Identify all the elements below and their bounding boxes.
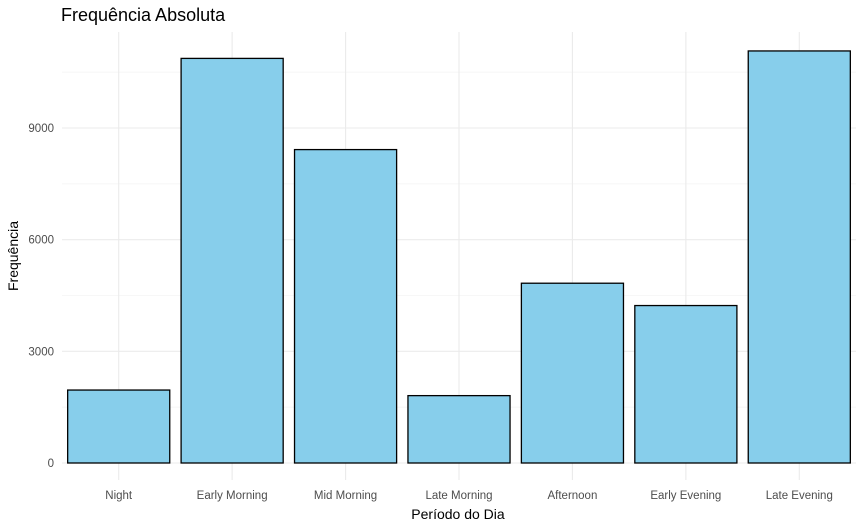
- x-tick-label: Late Evening: [766, 490, 833, 502]
- bar-early-morning: [180, 57, 284, 464]
- x-tick-label: Early Evening: [650, 490, 721, 502]
- x-axis-ticks: Night Early Morning Mid Morning Late Mornin…: [105, 490, 833, 502]
- x-tick-label: Early Morning: [197, 490, 268, 502]
- bar-mid-morning: [293, 148, 398, 464]
- x-tick-label: Afternoon: [547, 490, 597, 502]
- y-axis-ticks: 0 3000 6000 9000: [28, 123, 54, 470]
- bar-early-evening: [634, 304, 738, 464]
- y-tick-label: 9000: [28, 123, 54, 135]
- chart-title: Frequência Absoluta: [61, 5, 226, 25]
- x-tick-label: Late Morning: [425, 490, 492, 502]
- bar-late-morning: [407, 394, 511, 464]
- x-tick-label: Night: [105, 490, 133, 502]
- bar-night: [67, 389, 171, 464]
- bars: [67, 50, 851, 464]
- y-tick-label: 3000: [28, 346, 54, 358]
- x-tick-label: Mid Morning: [314, 490, 377, 502]
- y-tick-label: 6000: [28, 235, 54, 247]
- y-tick-label: 0: [48, 458, 54, 470]
- bar-late-evening: [747, 50, 851, 464]
- bar-afternoon: [520, 282, 625, 464]
- y-axis-title: Frequência: [5, 221, 21, 291]
- x-axis-title: Período do Dia: [411, 506, 505, 522]
